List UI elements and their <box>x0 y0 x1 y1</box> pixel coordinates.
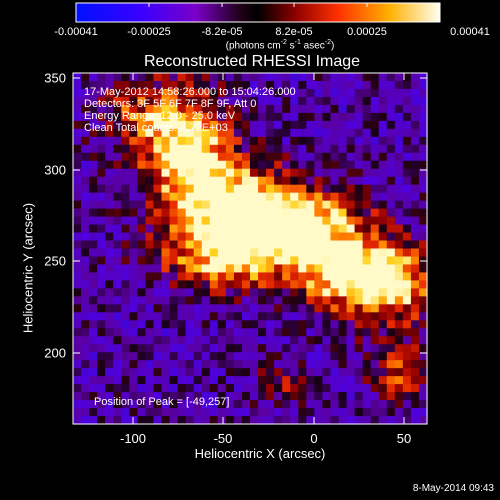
info-line-counts: Clean Total counts: 4.72E+03 <box>84 122 228 134</box>
observation-info: 17-May-2012 14:58:26.000 to 15:04:26.000… <box>84 86 296 134</box>
colorbar-units-label: (photons cm-2 s-1 asec-2) <box>225 39 335 52</box>
y-tick-label: 200 <box>44 345 66 361</box>
info-line-time: 17-May-2012 14:58:26.000 to 15:04:26.000 <box>84 86 296 98</box>
x-tick-label: -100 <box>119 431 147 446</box>
x-axis-label: Heliocentric X (arcsec) <box>194 446 326 461</box>
peak-position-label: Position of Peak = [-49,257] <box>94 396 230 408</box>
colorbar-tick-label: -8.2e-05 <box>201 26 243 38</box>
info-line-detectors: Detectors: 3F 5F 6F 7F 8F 9F, Att 0 <box>84 98 257 110</box>
colorbar-tick-label: 0.00025 <box>347 26 387 38</box>
rhessi-image-heatmap <box>73 73 428 425</box>
x-tick-label: 0 <box>310 431 318 446</box>
colorbar-tick-label: 8.2e-05 <box>275 26 313 38</box>
colorbar-ticks <box>75 3 441 7</box>
y-tick-label: 300 <box>44 162 66 178</box>
timestamp: 8-May-2014 09:43 <box>412 483 494 494</box>
y-tick-label: 250 <box>44 253 66 269</box>
axis-ticks <box>73 73 427 424</box>
colorbar-tick-label: 0.00041 <box>450 26 490 38</box>
y-axis-label: Heliocentric Y (arcsec) <box>20 202 36 334</box>
x-tick-label: 50 <box>396 431 412 446</box>
plot-title: Reconstructed RHESSI Image <box>143 53 361 70</box>
colorbar <box>76 3 440 22</box>
colorbar-tick-label: -0.00025 <box>127 26 171 38</box>
x-tick-label: -50 <box>213 431 233 446</box>
plot-frame <box>72 72 428 425</box>
info-line-energy: Energy Range: 12.0 - 25.0 keV <box>84 110 236 122</box>
colorbar-tick-label: -0.00041 <box>54 26 98 38</box>
y-tick-label: 350 <box>44 70 66 86</box>
